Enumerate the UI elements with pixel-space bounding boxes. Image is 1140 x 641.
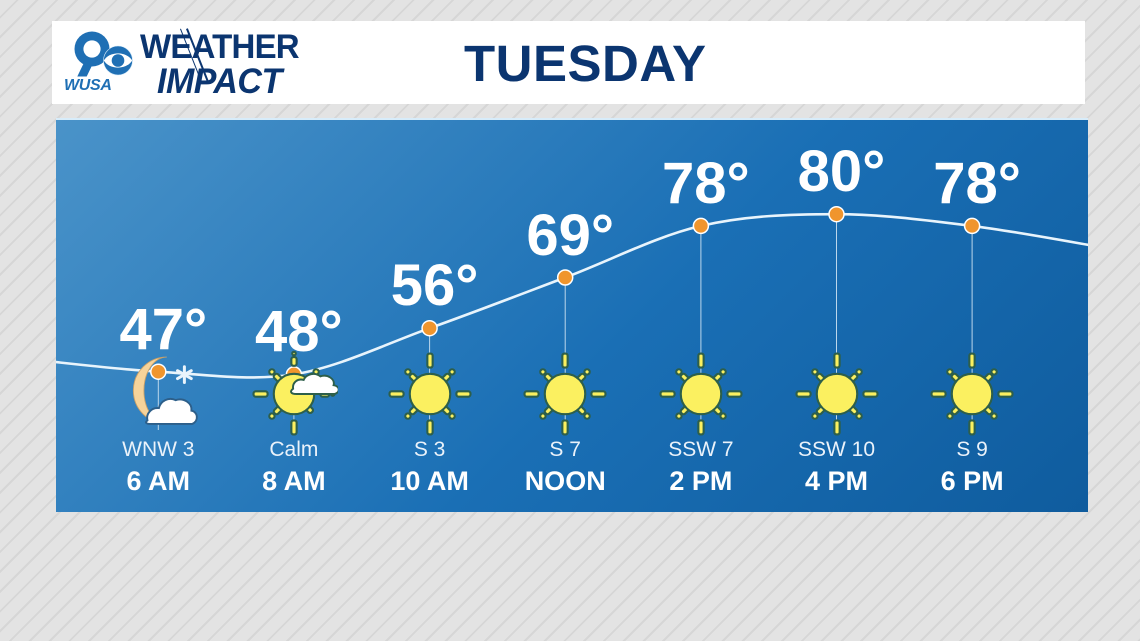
svg-text:WUSA: WUSA [64,77,112,94]
